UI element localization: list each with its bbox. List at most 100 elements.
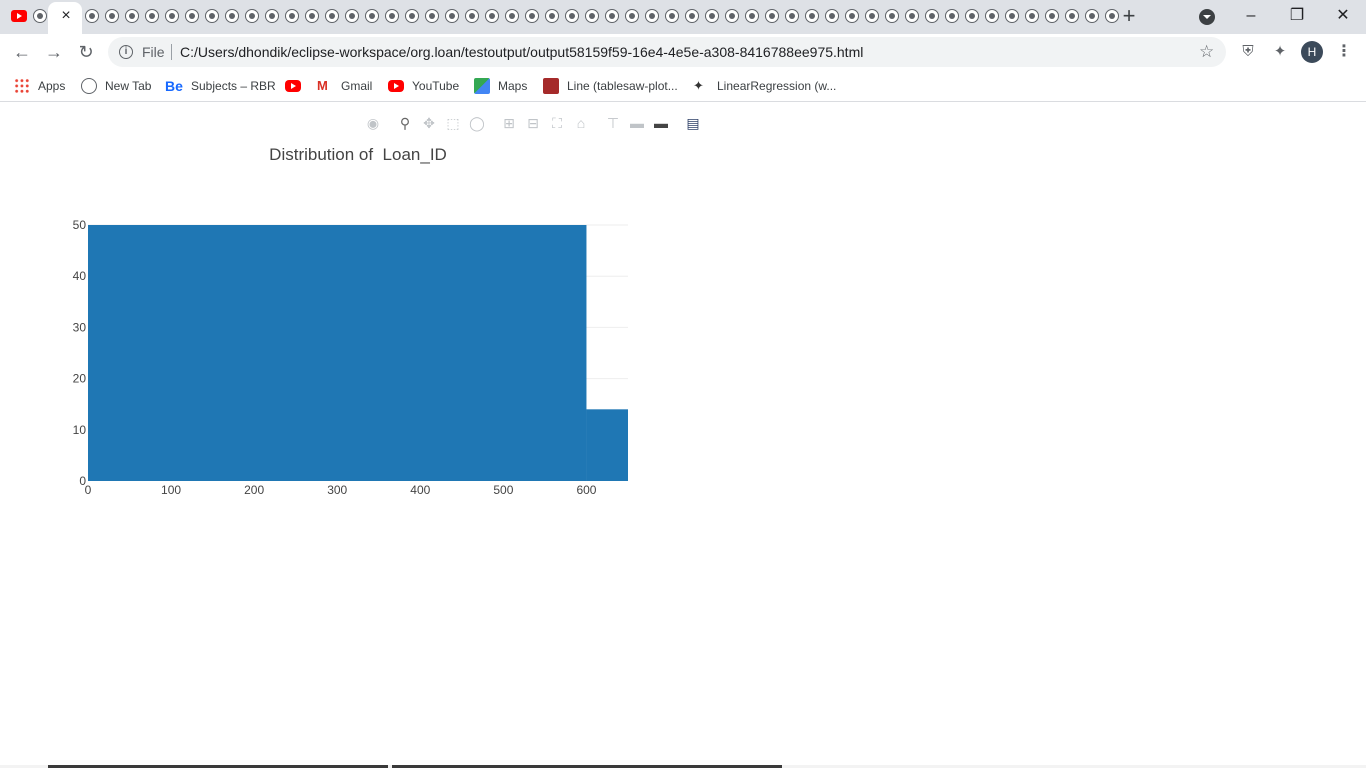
globe-tab-icon[interactable] — [165, 9, 179, 23]
close-icon[interactable]: × — [61, 7, 71, 24]
url-text[interactable]: C:/Users/dhondik/eclipse-workspace/org.l… — [180, 44, 864, 60]
bookmark-apps[interactable]: Apps — [14, 76, 65, 96]
bookmark-youtube-icon-only[interactable] — [285, 76, 309, 96]
globe-tab-icon[interactable] — [285, 9, 299, 23]
box-select-icon[interactable]: ⬚ — [446, 115, 460, 131]
globe-tab-icon[interactable] — [825, 9, 839, 23]
globe-tab-icon[interactable] — [865, 9, 879, 23]
zoom-icon[interactable]: ⚲ — [399, 115, 411, 131]
bookmark-subjects-rbr[interactable]: Be Subjects – RBR — [165, 76, 276, 96]
pan-icon[interactable]: ✥ — [423, 115, 435, 131]
histogram-bar[interactable] — [88, 225, 587, 481]
restore-button[interactable]: ❐ — [1289, 7, 1305, 24]
globe-tab-icon[interactable] — [105, 9, 119, 23]
youtube-icon — [388, 80, 404, 92]
y-tick-label: 20 — [73, 372, 87, 386]
globe-tab-icon[interactable] — [325, 9, 339, 23]
bookmark-new-tab[interactable]: New Tab — [81, 76, 151, 96]
globe-tab-icon[interactable] — [585, 9, 599, 23]
lasso-icon[interactable]: ◯ — [469, 115, 485, 131]
minimize-button[interactable]: – — [1246, 7, 1256, 24]
hover-compare-icon[interactable]: ▬ — [654, 115, 668, 131]
globe-tab-icon[interactable] — [745, 9, 759, 23]
globe-tab-icon[interactable] — [345, 9, 359, 23]
profile-avatar[interactable]: H — [1301, 41, 1323, 63]
autoscale-icon[interactable]: ⛶ — [552, 115, 562, 131]
globe-tab-icon[interactable] — [565, 9, 579, 23]
globe-tab-icon[interactable] — [245, 9, 259, 23]
info-icon[interactable]: i — [119, 45, 133, 59]
globe-tab-icon[interactable] — [385, 9, 399, 23]
globe-tab-icon[interactable] — [645, 9, 659, 23]
globe-tab-icon[interactable] — [205, 9, 219, 23]
forward-icon[interactable]: → — [45, 42, 63, 62]
globe-tab-icon[interactable] — [365, 9, 379, 23]
back-icon[interactable]: ← — [13, 42, 31, 62]
globe-tab-icon[interactable] — [505, 9, 519, 23]
globe-tab-icon[interactable] — [225, 9, 239, 23]
globe-tab-icon[interactable] — [485, 9, 499, 23]
youtube-tab-icon[interactable] — [11, 10, 27, 22]
spike-lines-icon[interactable]: ⊤ — [606, 115, 620, 131]
globe-tab-icon[interactable] — [465, 9, 479, 23]
globe-tab-icon[interactable] — [405, 9, 419, 23]
globe-tab-icon[interactable] — [705, 9, 719, 23]
globe-tab-icon[interactable] — [185, 9, 199, 23]
camera-icon[interactable]: ◉ — [366, 115, 380, 131]
active-tab[interactable] — [48, 2, 82, 34]
reset-axes-icon[interactable]: ⌂ — [576, 115, 586, 131]
globe-tab-icon[interactable] — [1005, 9, 1019, 23]
globe-tab-icon[interactable] — [925, 9, 939, 23]
globe-tab-icon[interactable] — [525, 9, 539, 23]
globe-tab-icon[interactable] — [1045, 9, 1059, 23]
globe-tab-icon[interactable] — [85, 9, 99, 23]
globe-tab-icon[interactable] — [545, 9, 559, 23]
bookmark-linear-regression[interactable]: ✦ LinearRegression (w... — [693, 76, 836, 96]
globe-tab-icon[interactable] — [785, 9, 799, 23]
globe-tab-icon[interactable] — [945, 9, 959, 23]
globe-tab-icon[interactable] — [905, 9, 919, 23]
menu-kebab-icon[interactable]: ⋮ — [1336, 43, 1352, 60]
zoom-out-icon[interactable]: ⊟ — [527, 115, 539, 131]
globe-tab-icon[interactable] — [145, 9, 159, 23]
globe-tab-icon[interactable] — [425, 9, 439, 23]
globe-tab-icon[interactable] — [845, 9, 859, 23]
globe-tab-icon[interactable] — [305, 9, 319, 23]
plotly-logo-icon[interactable]: ▤ — [686, 115, 700, 131]
close-window-button[interactable]: ✕ — [1336, 7, 1350, 24]
bookmark-youtube[interactable]: YouTube — [388, 76, 459, 96]
address-bar[interactable]: i File C:/Users/dhondik/eclipse-workspac… — [108, 37, 1226, 67]
globe-tab-icon[interactable] — [985, 9, 999, 23]
globe-tab-icon[interactable] — [445, 9, 459, 23]
globe-tab-icon[interactable] — [125, 9, 139, 23]
globe-tab-icon[interactable] — [885, 9, 899, 23]
globe-tab-icon[interactable] — [725, 9, 739, 23]
puzzle-extensions-icon[interactable]: ✦ — [1273, 43, 1287, 60]
globe-tab-icon[interactable] — [765, 9, 779, 23]
bookmark-maps[interactable]: Maps — [474, 76, 527, 96]
tab-search-icon[interactable] — [1199, 9, 1215, 25]
globe-tab-icon[interactable] — [685, 9, 699, 23]
globe-tab-icon[interactable] — [625, 9, 639, 23]
globe-tab-icon[interactable] — [265, 9, 279, 23]
hover-closest-icon[interactable]: ▬ — [630, 115, 644, 131]
globe-tab-icon[interactable] — [965, 9, 979, 23]
bookmark-gmail[interactable]: M Gmail — [317, 76, 372, 96]
globe-tab-icon[interactable] — [33, 9, 47, 23]
histogram-bar[interactable] — [586, 409, 628, 481]
apps-grid-icon — [14, 78, 30, 94]
zoom-in-icon[interactable]: ⊞ — [503, 115, 515, 131]
bookmark-line-tablesaw[interactable]: Line (tablesaw-plot... — [543, 76, 678, 96]
globe-tab-icon[interactable] — [605, 9, 619, 23]
globe-tab-icon[interactable] — [665, 9, 679, 23]
reload-icon[interactable]: ↻ — [78, 42, 94, 62]
bookmark-star-icon[interactable]: ☆ — [1199, 42, 1215, 61]
globe-tab-icon[interactable] — [1105, 9, 1119, 23]
shield-extension-icon[interactable]: ⛨ — [1242, 43, 1254, 60]
globe-tab-icon[interactable] — [1025, 9, 1039, 23]
new-tab-button[interactable]: + — [1122, 3, 1136, 28]
globe-tab-icon[interactable] — [805, 9, 819, 23]
globe-tab-icon[interactable] — [1065, 9, 1079, 23]
globe-tab-icon[interactable] — [1085, 9, 1099, 23]
